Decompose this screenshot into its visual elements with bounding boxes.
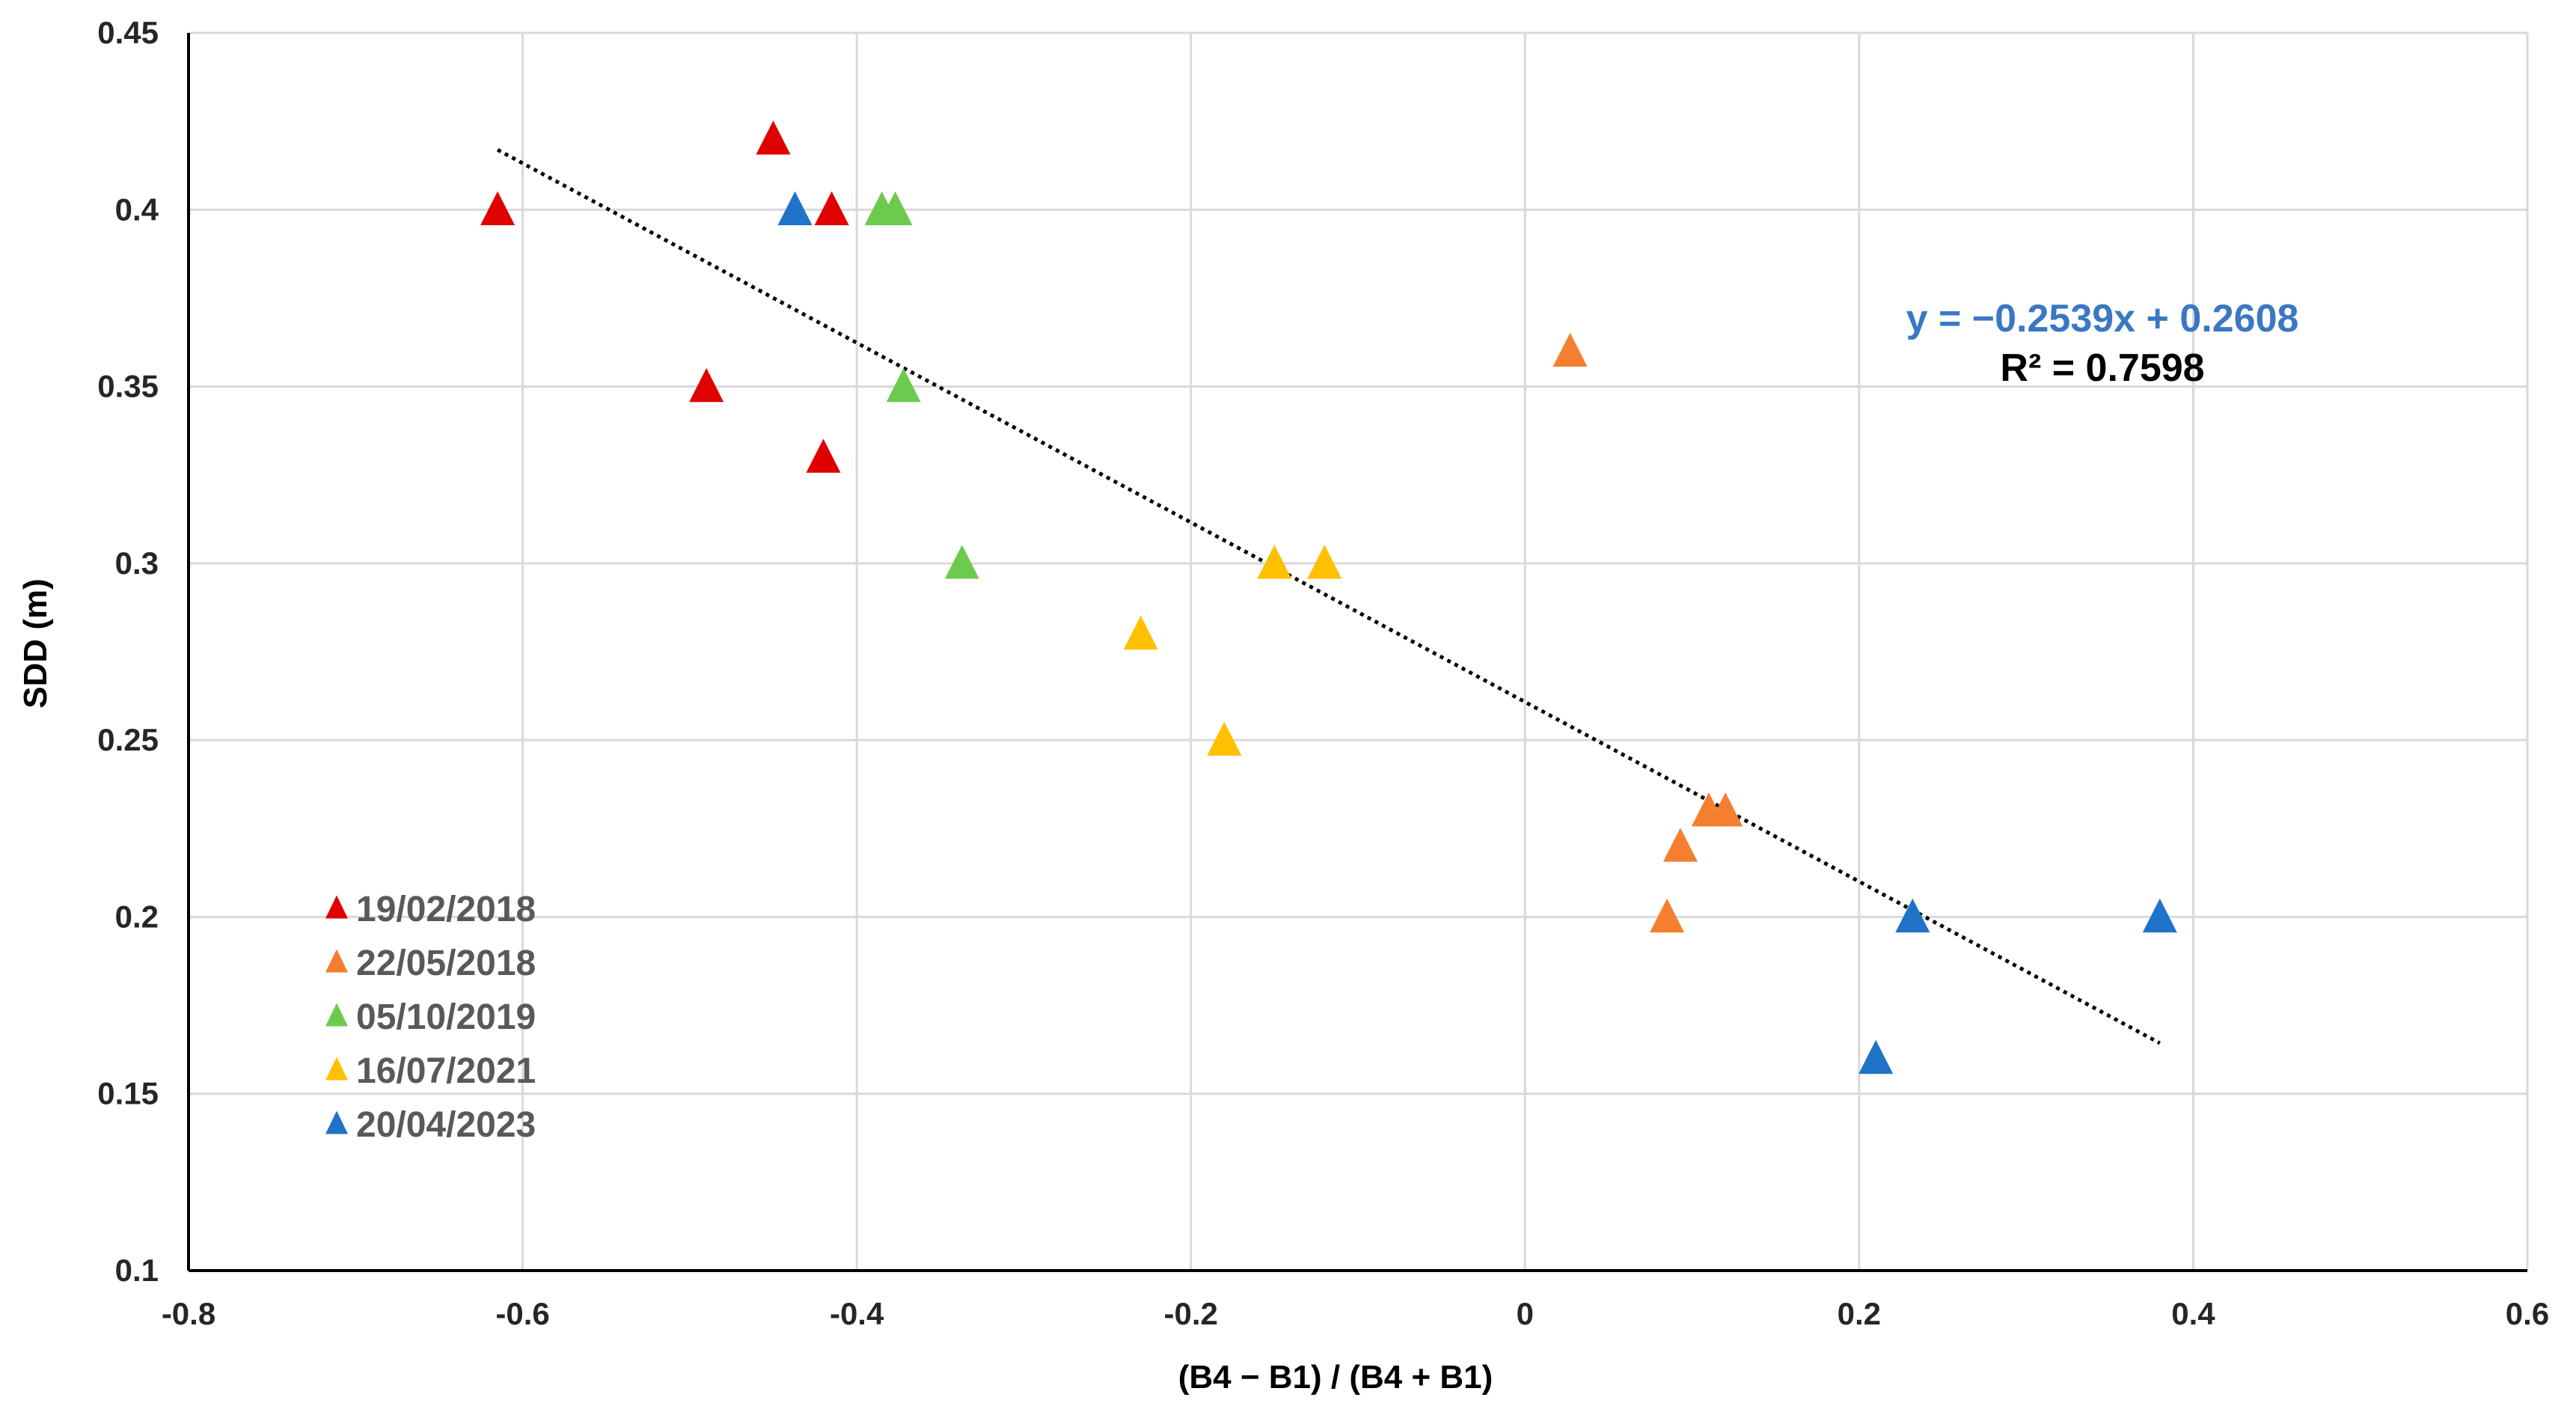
y-tick-label: 0.15: [97, 1076, 159, 1111]
x-tick-label: -0.8: [162, 1296, 215, 1331]
trendline-equation: y = −0.2539x + 0.2608: [1906, 297, 2299, 340]
legend: 19/02/2018 22/05/2018 05/10/2019 16/07/2021…: [325, 890, 536, 1145]
data-points: [480, 120, 2177, 1075]
x-tick-label: -0.6: [495, 1296, 549, 1331]
legend-label: 19/02/2018: [356, 890, 536, 929]
y-tick-label: 0.4: [115, 192, 159, 227]
data-point-19-02-2018: [756, 120, 791, 155]
data-point-20-04-2023: [777, 191, 813, 225]
y-tick-label: 0.2: [115, 899, 159, 934]
trendline-layer: [496, 147, 2161, 1045]
x-tick-label: -0.2: [1164, 1296, 1218, 1331]
x-tick-label: 0.2: [1838, 1296, 1881, 1331]
data-point-20-04-2023: [1858, 1039, 1894, 1075]
y-tick-label: 0.45: [97, 15, 159, 50]
legend-marker: [325, 1003, 348, 1027]
data-point-22-05-2018: [1552, 332, 1588, 367]
data-point-16-07-2021: [1307, 545, 1342, 579]
legend-marker: [325, 895, 348, 919]
legend-label: 22/05/2018: [356, 944, 536, 983]
data-point-05-10-2019: [886, 367, 921, 403]
data-point-20-04-2023: [1895, 898, 1930, 933]
legend-marker: [325, 1110, 348, 1134]
gridlines: [189, 31, 2529, 1271]
data-point-22-05-2018: [1708, 792, 1743, 827]
data-point-19-02-2018: [814, 191, 849, 225]
tick-labels: -0.8 -0.6 -0.4 -0.2 0 0.2 0.4 0.6 0.1 0.15 0.2 0.25…: [97, 15, 2549, 1331]
y-axis-title: SDD (m): [17, 578, 54, 709]
data-point-19-02-2018: [806, 438, 841, 473]
r-squared-label: R² = 0.7598: [2000, 346, 2204, 390]
legend-label: 05/10/2019: [356, 997, 536, 1037]
axes: [187, 33, 2527, 1272]
data-point-19-02-2018: [689, 367, 724, 403]
y-tick-label: 0.1: [115, 1253, 159, 1288]
data-point-19-02-2018: [480, 191, 515, 225]
x-tick-label: 0.4: [2171, 1296, 2215, 1331]
data-point-20-04-2023: [2142, 898, 2177, 933]
y-tick-label: 0.35: [97, 369, 159, 404]
data-point-22-05-2018: [1662, 828, 1698, 862]
legend-marker: [325, 1057, 348, 1081]
y-tick-label: 0.25: [97, 722, 159, 757]
data-point-22-05-2018: [1650, 898, 1685, 933]
trendline: [496, 147, 2161, 1045]
y-tick-label: 0.3: [115, 545, 159, 581]
x-tick-label: 0: [1517, 1296, 1534, 1331]
legend-label: 16/07/2021: [356, 1051, 536, 1091]
data-point-05-10-2019: [944, 545, 979, 579]
data-point-16-07-2021: [1123, 615, 1158, 650]
x-axis-title: (B4 − B1) / (B4 + B1): [1178, 1359, 1493, 1396]
data-point-05-10-2019: [878, 191, 913, 225]
x-tick-label: 0.6: [2506, 1296, 2549, 1331]
legend-marker: [325, 949, 348, 973]
data-point-16-07-2021: [1207, 721, 1242, 756]
data-point-16-07-2021: [1257, 545, 1292, 579]
legend-label: 20/04/2023: [356, 1105, 536, 1145]
x-tick-label: -0.4: [830, 1296, 884, 1331]
